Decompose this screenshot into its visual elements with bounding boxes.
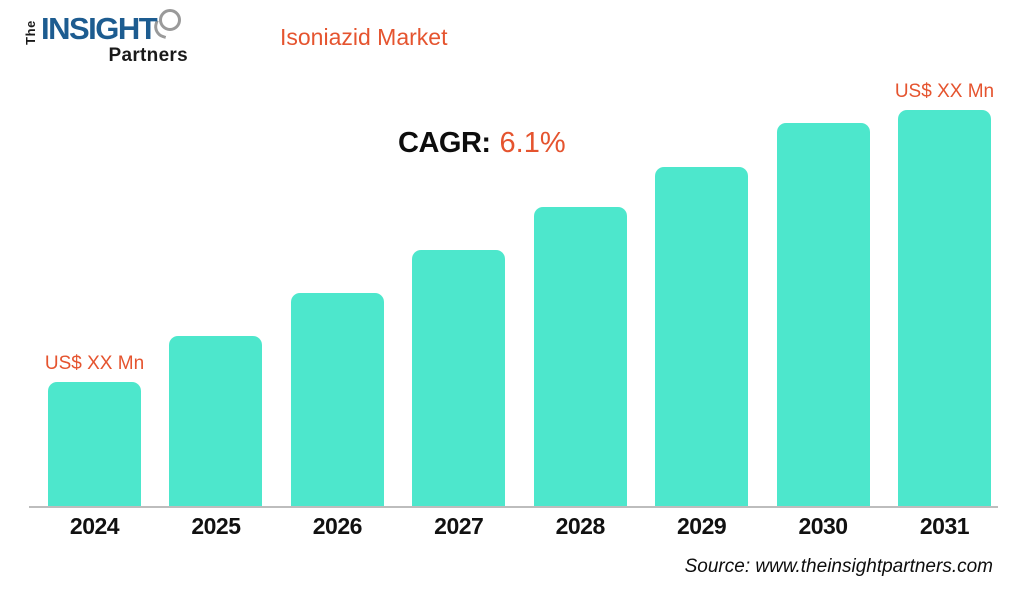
bar-2030 [776, 123, 870, 507]
bar-group-2031: US$ XX Mn [894, 81, 995, 507]
source-attribution: Source: www.theinsightpartners.com [684, 556, 993, 577]
plot-area: US$ XX Mn US$ XX Mn [44, 81, 995, 507]
x-axis-labels: 2024 2025 2026 2027 2028 2029 2030 2031 [48, 513, 991, 540]
logo-partners-text: Partners [108, 45, 188, 66]
bar-2031 [897, 110, 991, 507]
x-axis-label-2025: 2025 [191, 513, 241, 539]
bar-2024 [48, 382, 141, 507]
insight-partners-logo: The INSIGHT Partners [22, 9, 200, 72]
magnifier-icon [159, 9, 181, 31]
bar-2025 [169, 336, 263, 507]
bar-2028 [533, 207, 627, 507]
bar-group-2030 [776, 81, 870, 507]
bar-group-2026 [290, 81, 384, 507]
bar-group-2028 [533, 81, 627, 507]
x-axis-label-2028: 2028 [555, 513, 606, 539]
logo-the-text: The [22, 20, 38, 45]
bar-2026 [290, 293, 384, 507]
bar-group-2025 [169, 81, 263, 507]
x-axis-label-2026: 2026 [312, 513, 363, 539]
x-axis-line [29, 506, 998, 508]
x-axis-label-2027: 2027 [434, 513, 484, 539]
x-axis-label-2024: 2024 [69, 513, 120, 539]
bar-2027 [412, 250, 506, 507]
chart-title: Isoniazid Market [280, 24, 448, 50]
cagr-value: 6.1% [499, 127, 566, 159]
logo-insight-text: INSIGHT [41, 11, 158, 46]
x-axis-label-2031: 2031 [919, 513, 970, 539]
bar-value-label-2024: US$ XX Mn [44, 353, 145, 375]
bar-group-2029 [655, 81, 749, 507]
bar-2029 [655, 167, 749, 507]
cagr-annotation: CAGR: 6.1% [398, 127, 566, 160]
bar-group-2027 [412, 81, 506, 507]
cagr-label: CAGR: [398, 127, 491, 159]
x-axis-label-2029: 2029 [677, 513, 727, 539]
bar-value-label-2031: US$ XX Mn [894, 81, 995, 102]
x-axis-label-2030: 2030 [798, 513, 848, 539]
bar-group-2024: US$ XX Mn [44, 81, 145, 507]
